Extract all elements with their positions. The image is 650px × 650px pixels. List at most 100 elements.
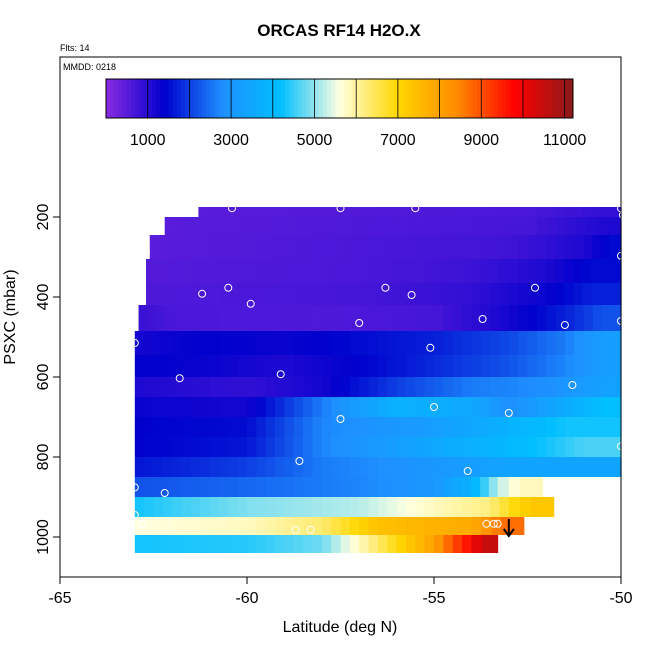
colorbar-swatch <box>422 79 428 118</box>
colorbar: 1000 3000 5000 7000 9000 11000 <box>105 78 586 149</box>
heatmap-band <box>134 377 622 397</box>
heatmap-cell <box>228 331 239 355</box>
heatmap-cell <box>592 397 603 417</box>
heatmap-cell <box>556 217 568 235</box>
heatmap-cell <box>144 477 155 497</box>
colorbar-swatch <box>514 79 520 118</box>
heatmap-cell <box>257 217 268 235</box>
heatmap-cell <box>592 355 603 377</box>
heatmap-cell <box>181 417 192 437</box>
heatmap-cell <box>293 331 304 355</box>
heatmap-cell <box>209 417 220 437</box>
heatmap-cell <box>265 377 276 397</box>
heatmap-cell <box>181 377 192 397</box>
heatmap-cell <box>348 235 359 259</box>
heatmap-cell <box>405 355 416 377</box>
heatmap-cell <box>293 377 304 397</box>
heatmap-cell <box>331 355 342 377</box>
heatmap-cell <box>387 397 398 417</box>
heatmap-cell <box>155 283 166 305</box>
heatmap-cell <box>424 497 435 517</box>
heatmap-cell <box>190 305 201 331</box>
heatmap-cell <box>499 235 510 259</box>
colorbar-swatch <box>201 79 207 118</box>
heatmap-cell <box>480 217 491 235</box>
heatmap-cell <box>181 305 192 331</box>
heatmap-cell <box>592 305 603 331</box>
heatmap-cell <box>162 477 173 497</box>
heatmap-cell <box>228 355 239 377</box>
heatmap-cell <box>545 207 556 217</box>
heatmap-cell <box>611 331 622 355</box>
flight-point <box>130 511 139 519</box>
heatmap-cell <box>452 305 463 331</box>
heatmap-cell <box>536 457 547 477</box>
heatmap-cell <box>201 217 212 235</box>
heatmap-cell <box>340 477 351 497</box>
heatmap-cell <box>490 305 501 331</box>
colorbar-swatch <box>506 79 511 118</box>
heatmap-cell <box>415 437 426 457</box>
heatmap-cell <box>228 535 239 553</box>
heatmap-cell <box>181 535 192 553</box>
colorbar-tick-label: 11000 <box>543 132 586 149</box>
heatmap-cell <box>546 331 557 355</box>
heatmap-cell <box>396 331 407 355</box>
heatmap-cell <box>218 497 229 517</box>
flight-point <box>246 299 255 308</box>
colorbar-swatch <box>239 79 245 118</box>
heatmap-cell <box>396 417 407 437</box>
heatmap-cell <box>434 283 444 305</box>
colorbar-swatch <box>452 79 457 118</box>
heatmap-cell <box>611 437 622 457</box>
heatmap-cell <box>134 397 145 417</box>
heatmap-cell <box>331 397 342 417</box>
heatmap-cell <box>462 355 472 377</box>
heatmap-cell <box>312 477 323 497</box>
heatmap-cell <box>415 217 426 235</box>
heatmap-cell <box>536 417 547 437</box>
heatmap-cell <box>480 355 491 377</box>
heatmap-cell <box>564 259 574 283</box>
heatmap-cell <box>415 517 426 535</box>
flight-point <box>198 289 207 298</box>
colorbar-swatch <box>131 79 136 118</box>
heatmap-cell <box>359 535 370 553</box>
heatmap-cell <box>499 217 510 235</box>
heatmap-cell <box>322 259 332 283</box>
heatmap-cell <box>284 397 295 417</box>
heatmap-cell <box>415 283 426 305</box>
heatmap-cell <box>256 497 267 517</box>
heatmap-cell <box>395 207 406 217</box>
heatmap-cell <box>490 497 501 517</box>
heatmap-cell <box>471 217 482 235</box>
heatmap-cell <box>247 259 258 283</box>
heatmap-cell <box>434 517 444 535</box>
heatmap-cell <box>434 437 444 457</box>
heatmap-cell <box>215 235 226 259</box>
heatmap-cell <box>405 417 416 437</box>
heatmap-cell <box>452 235 463 259</box>
heatmap-cell <box>471 235 482 259</box>
heatmap-cell <box>566 217 578 235</box>
y-tick-label: 200 <box>35 204 52 231</box>
heatmap-cell <box>228 377 239 397</box>
heatmap-cell <box>284 437 295 457</box>
heatmap-cell <box>508 331 519 355</box>
colorbar-swatch <box>510 79 516 118</box>
heatmap-cell <box>349 377 360 397</box>
heatmap-cell <box>321 437 332 457</box>
heatmap-cell <box>339 207 350 217</box>
heatmap-cell <box>190 397 201 417</box>
colorbar-swatch <box>497 79 503 118</box>
heatmap-cell <box>192 283 203 305</box>
heatmap-cell <box>480 477 490 497</box>
heatmap-cell <box>424 377 435 397</box>
heatmap-cell <box>247 331 257 355</box>
heatmap-cell <box>187 235 198 259</box>
heatmap-cell <box>434 377 444 397</box>
heatmap-cell <box>396 535 407 553</box>
heatmap-cell <box>592 377 603 397</box>
heatmap-cell <box>237 477 248 497</box>
heatmap-cell <box>256 535 267 553</box>
